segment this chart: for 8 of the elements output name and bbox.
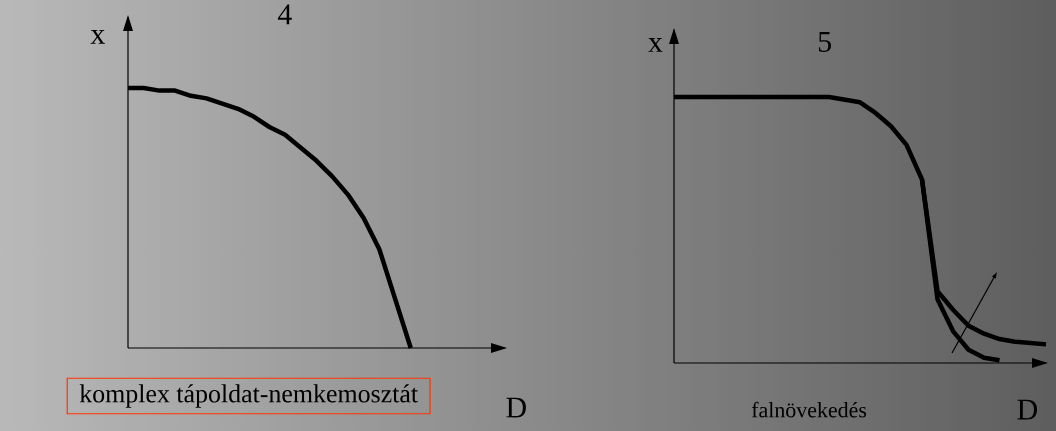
x-axis-title: D: [1017, 399, 1038, 420]
text: falnövekedés: [751, 401, 867, 418]
y-axis-title: x: [90, 30, 105, 44]
x-axis-title: D: [506, 397, 526, 418]
chart-title: 4: [277, 4, 292, 25]
y-axis-title: x: [648, 38, 663, 52]
text: komplex tápoldat-nemkemosztát: [79, 384, 418, 408]
chart-title: 5: [818, 32, 831, 52]
